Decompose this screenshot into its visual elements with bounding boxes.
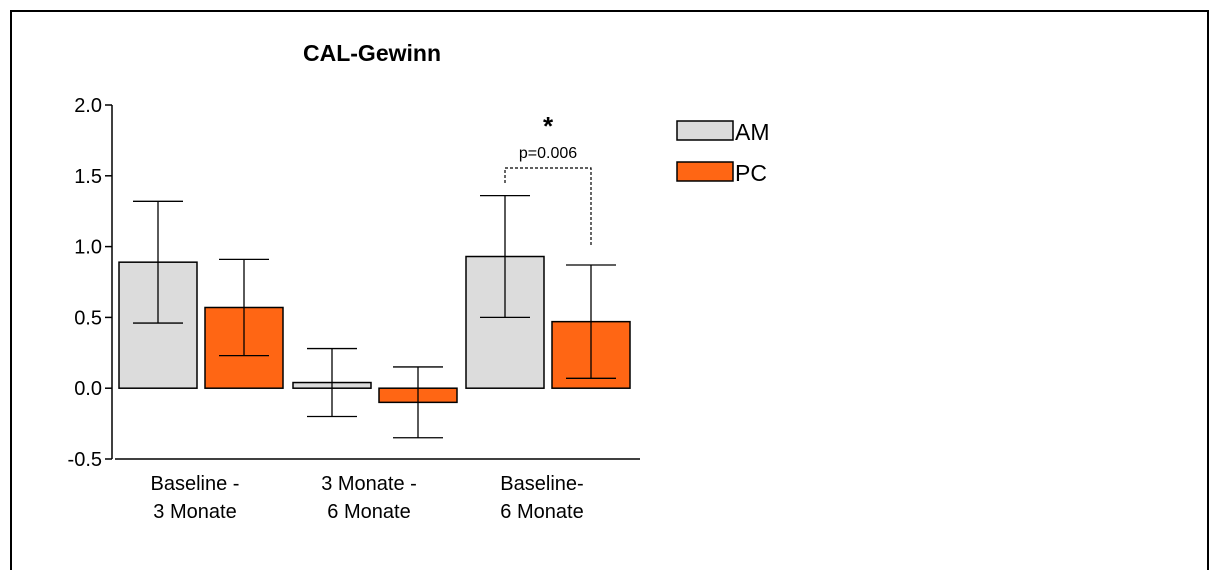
legend-swatch-am: [676, 120, 734, 141]
x-tick-label: 3 Monate: [153, 501, 236, 523]
axes: -0.5 0.0 0.5 1.0 1.5 2.0: [68, 95, 640, 471]
legend-swatch-pc: [676, 161, 734, 182]
x-tick-label: 3 Monate -: [321, 473, 417, 495]
x-tick-label: Baseline-: [500, 473, 583, 495]
chart-title: CAL-Gewinn: [303, 40, 441, 66]
legend: AM PC: [676, 119, 770, 186]
bars: [118, 194, 631, 439]
legend-label-am: AM: [735, 119, 770, 145]
legend-label-pc: PC: [735, 160, 767, 186]
x-tick-label: 6 Monate: [327, 501, 410, 523]
y-tick-label: 0.0: [74, 378, 102, 400]
p-value-label: p=0.006: [519, 145, 577, 162]
significance-star: *: [543, 111, 554, 141]
y-tick-label: 2.0: [74, 95, 102, 117]
y-tick-label: -0.5: [68, 449, 102, 471]
y-tick-label: 1.0: [74, 237, 102, 259]
chart-frame: [10, 10, 1209, 570]
y-tick-label: 1.5: [74, 166, 102, 188]
x-tick-label: 6 Monate: [500, 501, 583, 523]
significance-bracket: [504, 167, 592, 247]
x-tick-label: Baseline -: [151, 473, 240, 495]
y-tick-label: 0.5: [74, 307, 102, 329]
significance-annotation: * p=0.006: [504, 111, 592, 247]
x-tick-labels: Baseline - 3 Monate 3 Monate - 6 Monate Base…: [151, 473, 584, 523]
